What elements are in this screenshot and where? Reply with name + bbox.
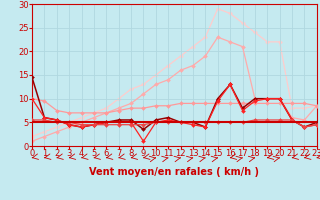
- X-axis label: Vent moyen/en rafales ( km/h ): Vent moyen/en rafales ( km/h ): [89, 167, 260, 177]
